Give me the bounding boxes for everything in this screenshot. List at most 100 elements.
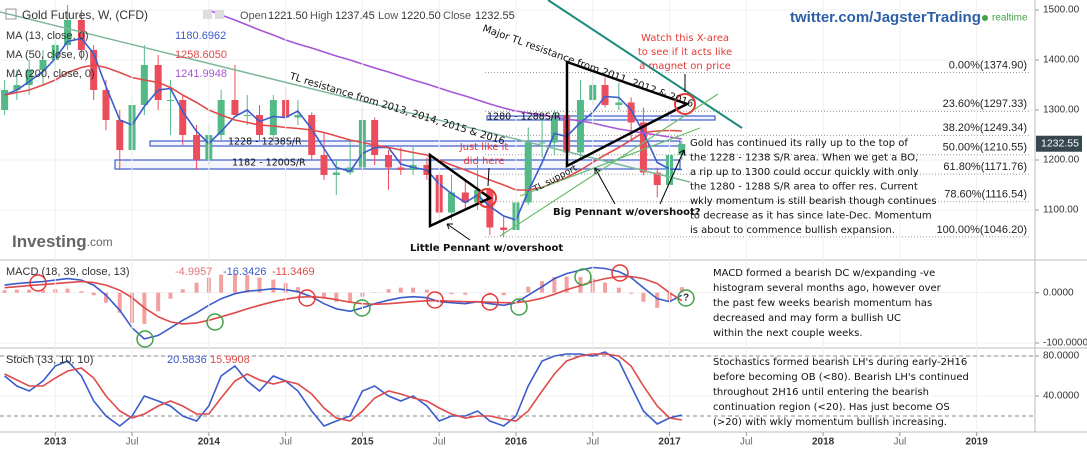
candle-body — [500, 227, 508, 230]
field-value: 1237.45 — [335, 10, 375, 22]
candle-body — [90, 50, 98, 90]
y-tick-label: 80.0000 — [1043, 351, 1080, 362]
candle-body — [25, 70, 33, 85]
note-line: before becoming OB (<80). Bearish LH's c… — [713, 372, 969, 383]
note-line: (>20) with wkly momentum bullish increas… — [713, 417, 947, 428]
drawings — [0, 0, 743, 348]
annotation: Big Pennant w/overshoot? — [553, 207, 701, 218]
candle-body — [269, 100, 277, 135]
legend-value: -16.3426 — [223, 266, 266, 278]
icon — [215, 10, 224, 19]
y-tick-label: -100.0000 — [1043, 338, 1087, 349]
histogram-bar — [156, 292, 161, 312]
trendline — [547, 0, 743, 129]
fib-label: 50.00%(1210.55) — [943, 142, 1027, 154]
line-series — [4, 64, 682, 191]
candle-body — [576, 100, 584, 153]
arrow — [659, 149, 686, 205]
histogram-bar — [245, 275, 250, 293]
note-line: the past few weeks bearish momentum has — [713, 298, 932, 309]
histogram-bar — [91, 292, 96, 296]
twitter-handle: twitter.com/JagsterTrading — [790, 9, 981, 26]
note-line: to decrease as it has since late-Dec. Mo… — [690, 211, 932, 222]
header: Gold Futures, W, (CFD) twitter.com/Jagst… — [5, 8, 1028, 251]
line-series — [4, 266, 683, 340]
histogram-bar — [219, 274, 224, 293]
legend-value: 1241.9948 — [175, 68, 227, 80]
cross-circle — [677, 289, 695, 307]
candle-body — [639, 122, 647, 173]
sr-zone — [486, 115, 716, 121]
note-line: Gold has continued its rally up to the t… — [690, 138, 908, 149]
candle-body — [447, 192, 455, 213]
x-tick-label: 2018 — [812, 437, 835, 448]
candle-body — [231, 100, 239, 115]
histogram-bar — [411, 287, 416, 293]
candle-body — [193, 135, 201, 160]
annotation: a magnet on price — [639, 61, 731, 72]
histogram-bar — [79, 291, 84, 293]
candle-body — [243, 115, 251, 116]
sr-zone — [149, 140, 681, 147]
candle-body — [346, 167, 354, 173]
candle-body — [102, 90, 110, 120]
cross-circle — [510, 298, 528, 316]
histogram-bar — [180, 289, 185, 293]
candle-body — [77, 20, 85, 50]
histogram-bar — [526, 286, 531, 293]
candle-body — [486, 190, 494, 228]
fib-label: 100.00%(1046.20) — [936, 224, 1027, 236]
candle-body — [294, 115, 302, 118]
x-tick-label: 2015 — [351, 437, 374, 448]
candle-body — [538, 142, 546, 144]
fib-label: 38.20%(1249.34) — [943, 122, 1027, 134]
line-series — [4, 37, 682, 221]
candle-body — [332, 172, 340, 175]
line-series — [208, 9, 682, 140]
histogram-bar — [424, 289, 429, 293]
line-series — [4, 275, 683, 325]
histogram-bar — [334, 292, 339, 302]
histogram-bar — [348, 292, 353, 302]
note-line: the 1228 - 1238 S/R area. When we get a … — [690, 153, 918, 164]
sr-label: 1228 - 1238S/R — [228, 137, 302, 148]
legend-value: -11.3469 — [272, 266, 315, 278]
x-tick-label: Jul — [279, 437, 292, 448]
histogram-bar — [449, 292, 454, 295]
histogram-bar — [322, 292, 327, 299]
arrow — [487, 167, 490, 187]
trendline — [0, 11, 691, 183]
candle-body — [678, 144, 686, 155]
cross-circle — [136, 330, 154, 348]
annotation: Watch this X-area — [641, 33, 729, 44]
note-line: within the next couple weeks. — [713, 328, 863, 339]
sr-label: 1182 - 1200S/R — [232, 158, 306, 169]
note-line: Stochastics formed bearish LH's during e… — [713, 357, 967, 368]
x-tick-label: Jul — [740, 437, 753, 448]
cross-circle — [353, 299, 371, 317]
candle-body — [116, 120, 124, 150]
icon — [5, 8, 17, 20]
histogram-bar — [257, 277, 262, 293]
candle-body — [627, 102, 635, 123]
status-dot — [982, 15, 988, 21]
candle-body — [140, 65, 148, 105]
candle-body — [13, 85, 21, 90]
note-line: a rip up to 1300 could occur quickly wit… — [690, 167, 919, 178]
candle-body — [461, 192, 469, 203]
marker-circle — [674, 93, 696, 115]
histogram-bar — [398, 287, 403, 293]
histogram-bar — [655, 292, 660, 308]
line-series — [4, 351, 682, 428]
symbol-title: Gold Futures, W, (CFD) — [22, 8, 148, 22]
annotation: Little Pennant w/overshoot — [410, 243, 563, 254]
histogram-bar — [14, 289, 19, 293]
x-tick-label: Jul — [893, 437, 906, 448]
legend-label: MA (200, close, 0) — [6, 68, 95, 80]
legend-label: Stoch (33, 10, 10) — [6, 354, 93, 366]
note-line: MACD formed a bearish DC w/expanding -ve — [713, 268, 935, 279]
x-tick-label: Jul — [586, 437, 599, 448]
legend-value: 20.5836 — [167, 354, 207, 366]
candle-body — [550, 115, 558, 143]
